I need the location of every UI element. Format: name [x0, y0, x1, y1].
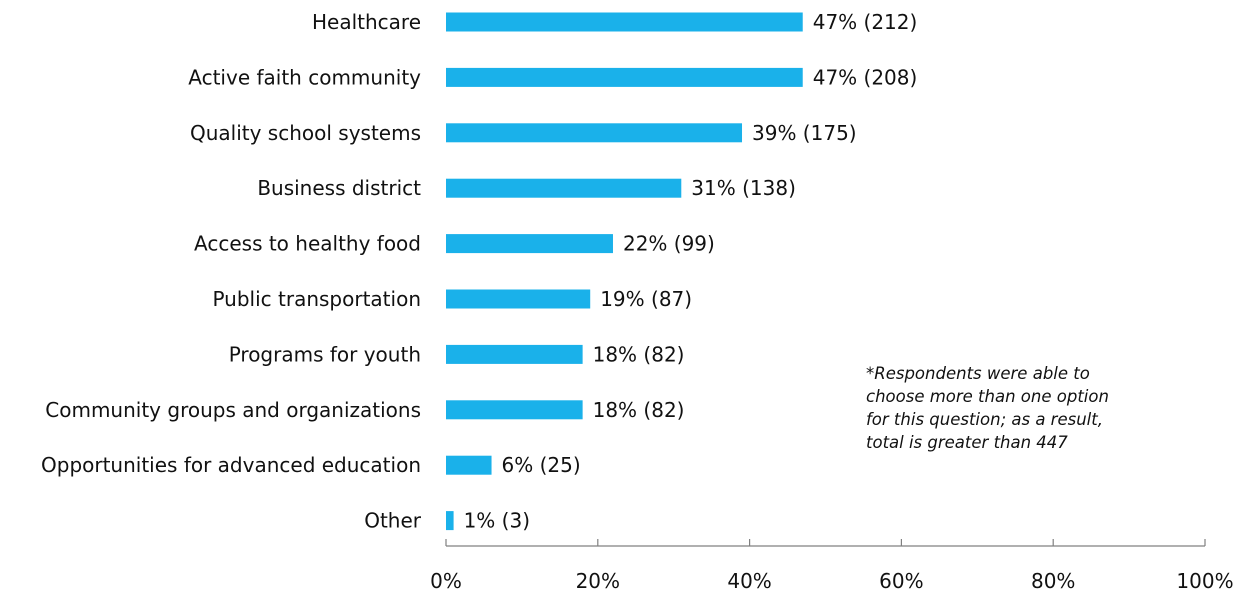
category-label: Other	[364, 509, 422, 533]
data-label: 31% (138)	[691, 176, 796, 200]
data-label: 19% (87)	[600, 287, 692, 311]
x-tick-label: 0%	[430, 569, 462, 590]
bar	[446, 12, 803, 32]
data-label: 47% (212)	[813, 10, 918, 34]
category-label: Community groups and organizations	[45, 398, 421, 422]
bar	[446, 123, 743, 143]
data-label: 18% (82)	[593, 342, 685, 366]
x-tick-label: 60%	[879, 569, 923, 590]
footnote-line: total is greater than 447	[866, 433, 1068, 452]
footnote-line: choose more than one option	[866, 387, 1109, 406]
category-label: Healthcare	[312, 10, 421, 34]
data-label: 47% (208)	[813, 65, 918, 89]
data-label: 6% (25)	[502, 453, 581, 477]
bar	[446, 289, 591, 309]
x-tick-label: 40%	[727, 569, 771, 590]
category-label: Access to healthy food	[194, 232, 421, 256]
bar	[446, 234, 613, 254]
bar	[446, 400, 583, 420]
data-label: 22% (99)	[623, 232, 715, 256]
x-tick-label: 80%	[1031, 569, 1075, 590]
data-label: 1% (3)	[464, 509, 530, 533]
bar	[446, 178, 682, 198]
category-label: Programs for youth	[229, 342, 421, 366]
data-label: 18% (82)	[593, 398, 685, 422]
x-tick-label: 20%	[576, 569, 620, 590]
x-tick-label: 100%	[1176, 569, 1233, 590]
bar	[446, 455, 492, 475]
bar	[446, 67, 803, 87]
footnote-line: for this question; as a result,	[866, 410, 1103, 429]
data-label: 39% (175)	[752, 121, 857, 145]
category-label: Public transportation	[212, 287, 421, 311]
chart-footnote: *Respondents were able to choose more th…	[866, 362, 1196, 454]
bar	[446, 511, 454, 531]
category-label: Opportunities for advanced education	[41, 453, 421, 477]
category-label: Active faith community	[188, 65, 421, 89]
category-label: Business district	[257, 176, 421, 200]
category-label: Quality school systems	[190, 121, 421, 145]
bar	[446, 344, 583, 364]
footnote-line: *Respondents were able to	[866, 364, 1090, 383]
